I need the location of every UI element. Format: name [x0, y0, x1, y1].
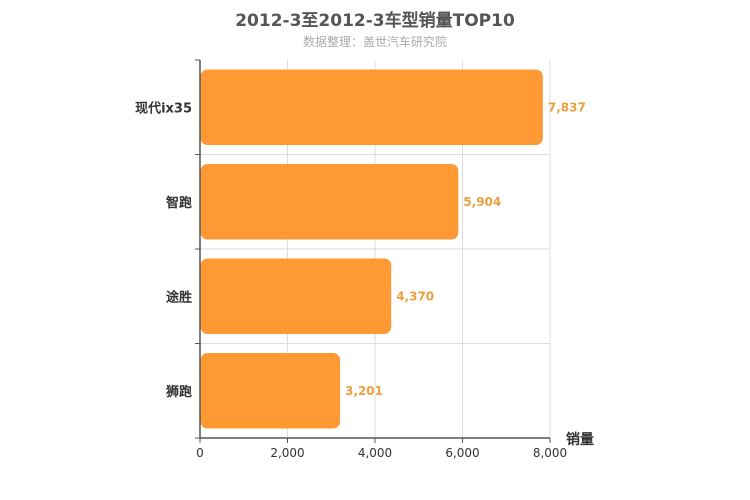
x-tick-label: 8,000 [533, 446, 567, 460]
data-label: 3,201 [345, 384, 383, 398]
category-label: 智跑 [166, 195, 192, 211]
x-tick-label: 6,000 [445, 446, 479, 460]
bar [200, 352, 341, 429]
axes: 0 2,000 4,000 6,000 8,000 [195, 59, 567, 460]
x-tick-label: 0 [196, 446, 204, 460]
value-labels: 7,837 现代ix35 5,904 智跑 4,370 途胜 3,201 狮跑 [135, 100, 586, 400]
category-label: 途胜 [166, 289, 192, 305]
category-label: 狮跑 [165, 384, 192, 400]
chart-subtitle: 数据整理：盖世汽车研究院 [302, 35, 447, 49]
bar [200, 69, 543, 146]
data-label: 4,370 [396, 289, 434, 303]
data-label: 5,904 [463, 195, 501, 209]
category-label: 现代ix35 [135, 100, 192, 116]
bar [200, 258, 392, 335]
data-label: 7,837 [548, 100, 586, 114]
x-axis-title: 销量 [566, 431, 594, 448]
chart-title: 2012-3至2012-3车型销量TOP10 [235, 11, 515, 31]
x-tick-label: 2,000 [270, 446, 304, 460]
bar [200, 163, 459, 240]
x-tick-label: 4,000 [358, 446, 392, 460]
bars [200, 69, 543, 429]
